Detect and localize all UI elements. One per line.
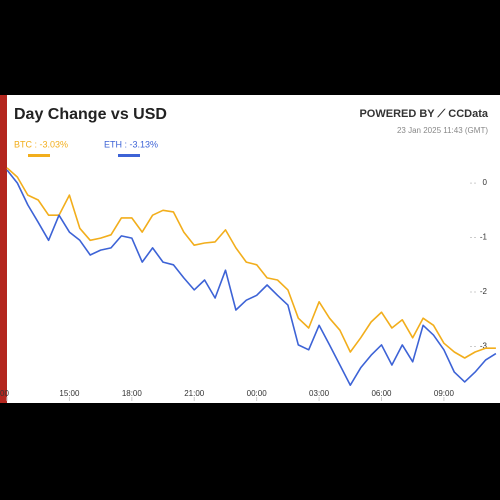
legend-swatch bbox=[28, 154, 50, 157]
line bbox=[6, 167, 496, 359]
x-tick-label: 18:00 bbox=[122, 389, 143, 398]
legend-label: BTC : -3.03% bbox=[14, 139, 68, 149]
line bbox=[6, 169, 497, 387]
accent-bar bbox=[0, 95, 7, 403]
y-tick-label: -2 bbox=[480, 287, 488, 296]
x-tick-label: 06:00 bbox=[371, 389, 392, 398]
brand: POWERED BY ⟋ CCData bbox=[359, 108, 488, 120]
timestamp: 23 Jan 2025 11:43 (GMT) bbox=[397, 126, 488, 135]
chart-panel bbox=[0, 95, 500, 403]
x-tick-label: 09:00 bbox=[434, 389, 455, 398]
x-tick-label: 03:00 bbox=[309, 389, 330, 398]
y-tick-label: -1 bbox=[480, 233, 488, 242]
x-tick-label: 21:00 bbox=[184, 389, 205, 398]
x-tick-label: 00:00 bbox=[247, 389, 268, 398]
x-tick-label: 15:00 bbox=[59, 389, 80, 398]
y-tick-label: -3 bbox=[480, 342, 488, 351]
legend-label: ETH : -3.13% bbox=[104, 139, 158, 149]
x-tick-label: 00 bbox=[0, 389, 9, 398]
chart-title: Day Change vs USD bbox=[14, 106, 167, 123]
legend-swatch bbox=[118, 154, 140, 157]
y-tick-label: 0 bbox=[483, 178, 488, 187]
